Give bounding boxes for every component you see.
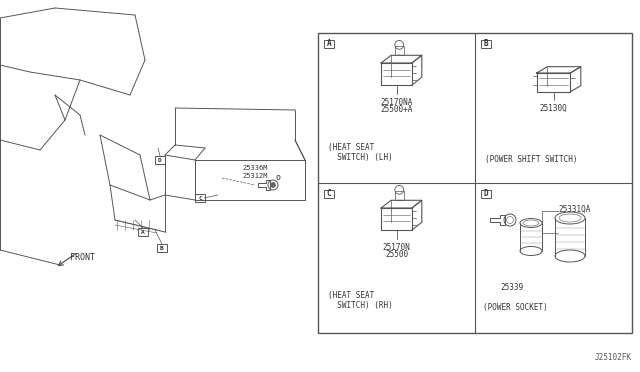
- Text: (POWER SOCKET): (POWER SOCKET): [483, 303, 548, 312]
- Text: A: A: [141, 230, 145, 234]
- Text: 25500+A: 25500+A: [380, 105, 413, 114]
- Bar: [318, 33, 632, 333]
- Text: 25500: 25500: [385, 250, 408, 259]
- Text: C: C: [326, 189, 332, 199]
- Text: C: C: [198, 196, 202, 201]
- Bar: [395, 191, 404, 200]
- Text: 25170NA: 25170NA: [380, 98, 413, 107]
- Bar: [324, 40, 334, 48]
- Text: J25102FK: J25102FK: [595, 353, 632, 362]
- Text: (POWER SHIFT SWITCH): (POWER SHIFT SWITCH): [485, 155, 577, 164]
- Text: 25339: 25339: [500, 283, 524, 292]
- Text: 25170N: 25170N: [383, 243, 410, 252]
- Text: 25130Q: 25130Q: [540, 104, 568, 113]
- Text: 25312M: 25312M: [242, 173, 268, 179]
- Bar: [195, 194, 205, 202]
- Bar: [155, 156, 165, 164]
- Text: (HEAT SEAT
  SWITCH) (LH): (HEAT SEAT SWITCH) (LH): [328, 143, 393, 163]
- Text: A: A: [326, 39, 332, 48]
- Text: D: D: [158, 157, 162, 163]
- Text: B: B: [484, 39, 488, 48]
- Text: D: D: [484, 189, 488, 199]
- Circle shape: [271, 183, 275, 187]
- Bar: [481, 40, 491, 48]
- Text: 25336M: 25336M: [242, 165, 268, 171]
- Text: o: o: [275, 173, 280, 183]
- Text: B: B: [160, 246, 164, 250]
- Bar: [324, 190, 334, 198]
- Bar: [138, 228, 148, 236]
- Bar: [157, 244, 167, 252]
- Text: FRONT: FRONT: [70, 253, 95, 263]
- Bar: [481, 190, 491, 198]
- Text: (HEAT SEAT
  SWITCH) (RH): (HEAT SEAT SWITCH) (RH): [328, 291, 393, 310]
- Bar: [395, 46, 404, 55]
- Text: 25331QA: 25331QA: [558, 205, 590, 214]
